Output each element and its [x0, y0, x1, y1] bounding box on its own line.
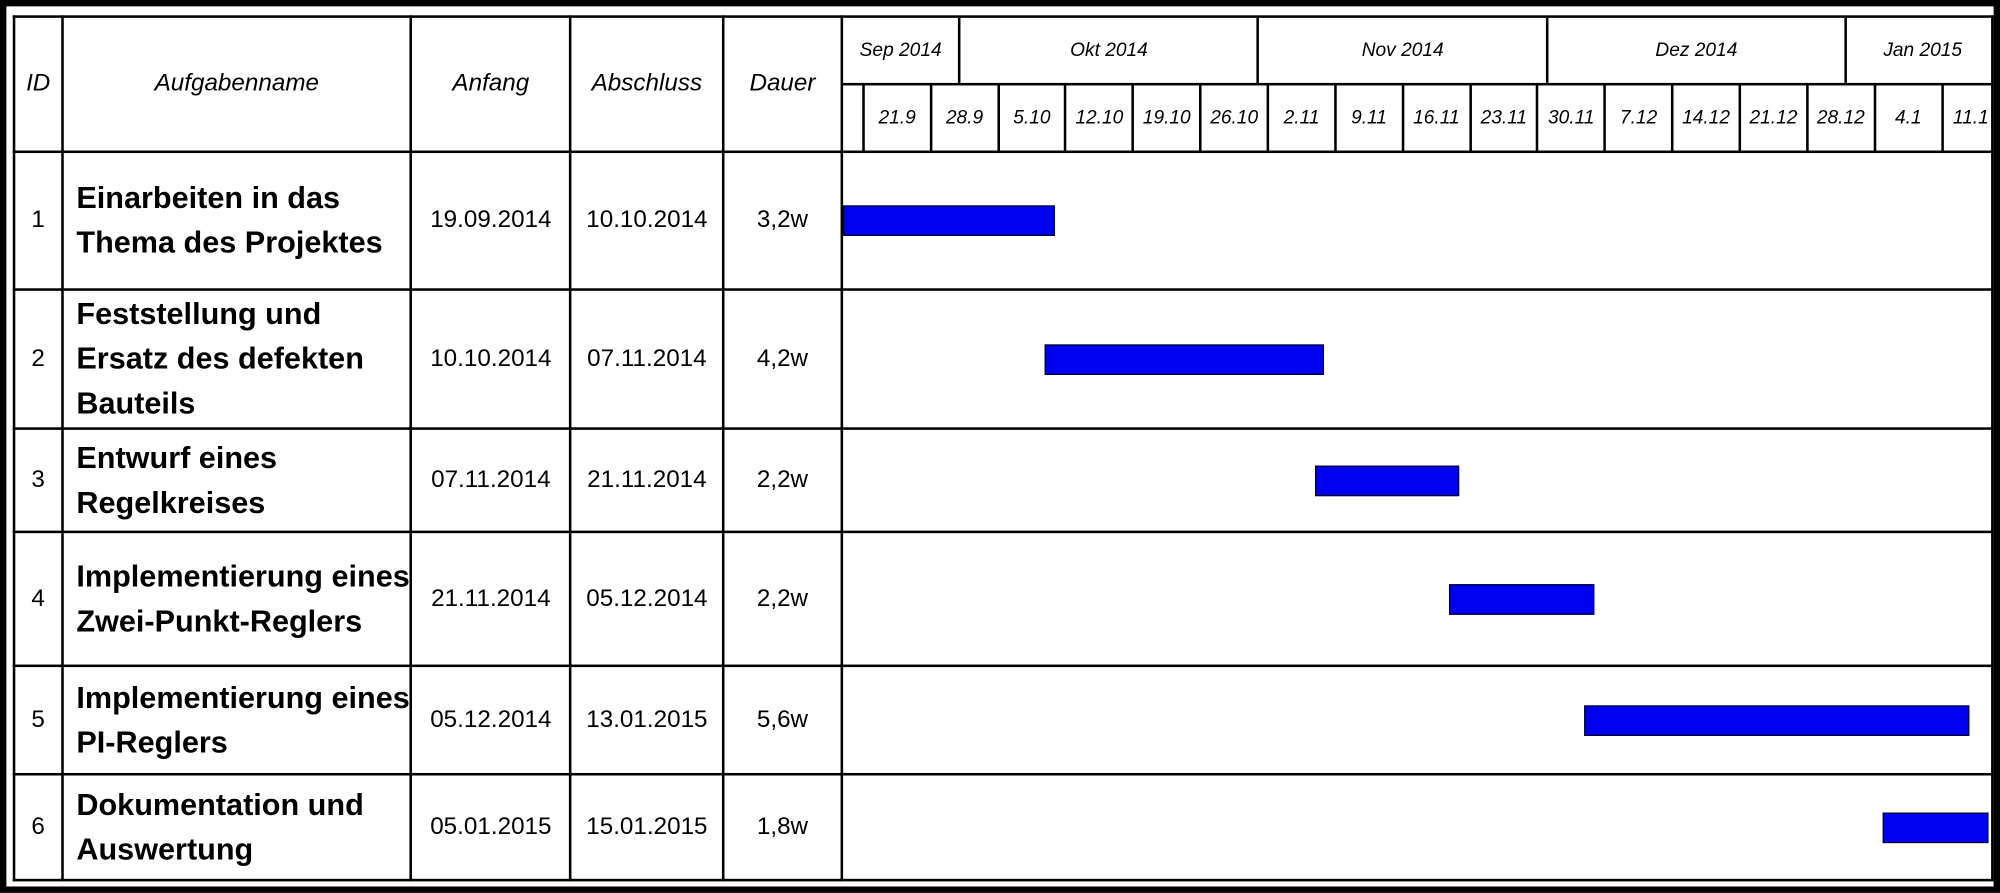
task-row: 2 Feststellung und Ersatz des defekten Ba…	[12, 288, 1994, 430]
task-bar	[1584, 704, 1970, 736]
task-bar	[1314, 464, 1460, 496]
week-label: 7.12	[1603, 85, 1671, 151]
task-row: 5 Implementierung eines PI-Reglers 05.12.2…	[12, 664, 1994, 776]
header-duration: Dauer	[722, 15, 843, 154]
week-label: 9.11	[1334, 85, 1401, 151]
task-end: 15.01.2015	[569, 772, 725, 882]
week-label: 4.1	[1873, 85, 1940, 151]
task-end: 10.10.2014	[569, 150, 725, 291]
task-name: Implementierung eines PI-Reglers	[61, 664, 413, 776]
week-label: 23.11	[1468, 85, 1536, 151]
task-end: 13.01.2015	[569, 664, 725, 776]
task-id: 3	[12, 427, 64, 534]
header-row: ID Aufgabenname Anfang Abschluss Dauer S…	[12, 15, 1994, 154]
task-name: Feststellung und Ersatz des defekten Bau…	[61, 288, 413, 430]
week-label	[843, 85, 862, 150]
task-start: 21.11.2014	[409, 530, 572, 668]
task-duration: 2,2w	[722, 427, 843, 534]
week-label: 28.9	[929, 85, 997, 151]
task-id: 6	[12, 772, 64, 882]
week-label: 19.10	[1131, 85, 1199, 151]
task-timeline	[840, 288, 1994, 430]
task-name: Entwurf eines Regelkreises	[61, 427, 413, 534]
task-name: Einarbeiten in das Thema des Projektes	[61, 150, 413, 291]
task-id: 5	[12, 664, 64, 776]
month-label: Nov 2014	[1256, 17, 1546, 83]
task-row: 1 Einarbeiten in das Thema des Projektes 1…	[12, 150, 1994, 291]
task-timeline	[840, 150, 1994, 291]
task-start: 19.09.2014	[409, 150, 572, 291]
task-start: 05.12.2014	[409, 664, 572, 776]
task-id: 2	[12, 288, 64, 430]
week-label: 26.10	[1199, 85, 1266, 151]
task-duration: 3,2w	[722, 150, 843, 291]
task-duration: 4,2w	[722, 288, 843, 430]
header-id: ID	[12, 15, 64, 154]
task-duration: 1,8w	[722, 772, 843, 882]
task-duration: 2,2w	[722, 530, 843, 668]
month-label: Sep 2014	[859, 39, 942, 62]
task-start: 10.10.2014	[409, 288, 572, 430]
week-label: 14.12	[1671, 85, 1738, 151]
task-end: 05.12.2014	[569, 530, 725, 668]
week-label: 2.11	[1266, 85, 1334, 151]
header-start: Anfang	[409, 15, 572, 154]
month-label: Dez 2014	[1545, 17, 1845, 83]
week-label: 21.9	[862, 85, 929, 151]
task-bar	[1045, 343, 1325, 375]
task-row: 4 Implementierung eines Zwei-Punkt-Regler…	[12, 530, 1994, 668]
task-row: 3 Entwurf eines Regelkreises 07.11.2014 21.…	[12, 427, 1994, 534]
week-label: 16.11	[1401, 85, 1468, 151]
task-start: 05.01.2015	[409, 772, 572, 882]
task-name: Dokumentation und Auswertung	[61, 772, 413, 882]
task-bar	[1882, 811, 1989, 843]
header-name: Aufgabenname	[61, 15, 413, 154]
task-duration: 5,6w	[722, 664, 843, 776]
week-label: 12.10	[1064, 85, 1131, 151]
week-label: 21.12	[1738, 85, 1805, 151]
task-row: 6 Dokumentation und Auswertung 05.01.2015 1…	[12, 772, 1994, 882]
timeline-header: Sep 2014 Okt 2014 Nov 2014 Dez 2014 Jan 2015…	[840, 15, 1994, 154]
gantt-table: ID Aufgabenname Anfang Abschluss Dauer S…	[12, 15, 1994, 882]
task-id: 1	[12, 150, 64, 291]
week-label: 30.11	[1536, 85, 1603, 151]
month-label: Jan 2015	[1844, 17, 1998, 83]
week-label: 28.12	[1805, 85, 1873, 151]
month-scale: Sep 2014 Okt 2014 Nov 2014 Dez 2014 Jan 2015	[842, 17, 1992, 86]
month-label: Okt 2014	[958, 17, 1257, 83]
week-label: 5.10	[996, 85, 1064, 151]
task-start: 07.11.2014	[409, 427, 572, 534]
task-name: Implementierung eines Zwei-Punkt-Reglers	[61, 530, 413, 668]
task-timeline	[840, 772, 1994, 882]
task-timeline	[840, 530, 1994, 668]
task-end: 07.11.2014	[569, 288, 725, 430]
task-id: 4	[12, 530, 64, 668]
task-timeline	[840, 664, 1994, 776]
week-label: 11.1	[1940, 85, 1999, 151]
task-end: 21.11.2014	[569, 427, 725, 534]
task-timeline	[840, 427, 1994, 534]
header-end: Abschluss	[569, 15, 725, 154]
task-bar	[1449, 583, 1595, 615]
task-bar	[842, 205, 1055, 236]
week-scale: 21.9 28.9 5.10 12.10 19.10 26.10 2.11 9.11 16.11…	[843, 85, 1991, 151]
